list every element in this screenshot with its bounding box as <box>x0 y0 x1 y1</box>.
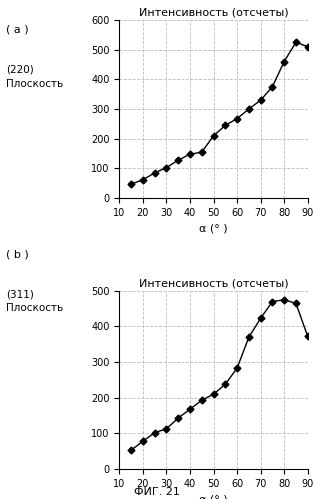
X-axis label: α (° ): α (° ) <box>199 224 228 234</box>
Text: (311)
Плоскость: (311) Плоскость <box>6 289 63 313</box>
Text: (220)
Плоскость: (220) Плоскость <box>6 65 63 89</box>
Text: ( a ): ( a ) <box>6 25 29 35</box>
Title: Интенсивность (отсчеты): Интенсивность (отсчеты) <box>139 8 288 18</box>
Title: Интенсивность (отсчеты): Интенсивность (отсчеты) <box>139 278 288 289</box>
Text: ФИГ. 21: ФИГ. 21 <box>134 487 180 497</box>
X-axis label: α (° ): α (° ) <box>199 495 228 499</box>
Text: ( b ): ( b ) <box>6 250 29 259</box>
